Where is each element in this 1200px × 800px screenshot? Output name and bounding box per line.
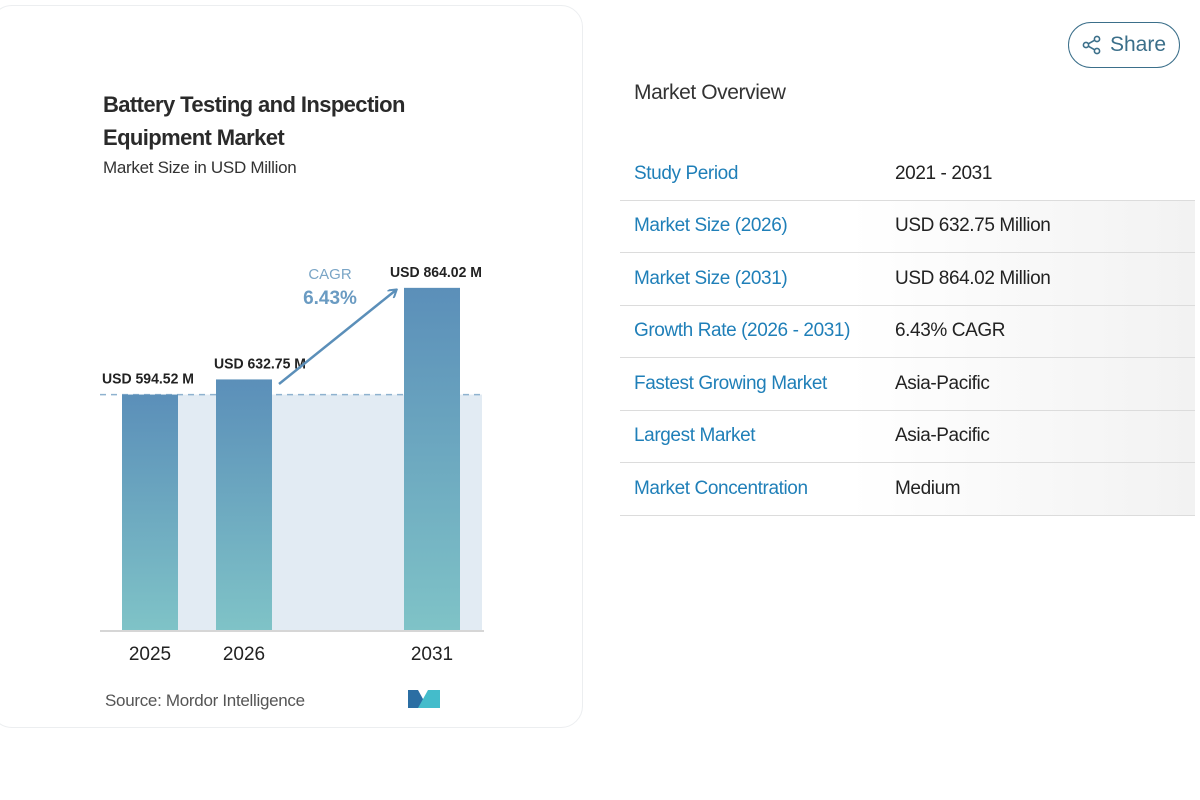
overview-value: 6.43% CAGR (895, 320, 1006, 342)
overview-value: USD 864.02 Million (895, 267, 1051, 289)
bar-2026 (216, 379, 272, 630)
overview-value: Asia-Pacific (895, 425, 990, 447)
overview-row: Market Size (2031) USD 864.02 Million (620, 253, 1195, 306)
chart-subtitle: Market Size in USD Million (103, 158, 297, 177)
overview-label[interactable]: Fastest Growing Market (634, 372, 827, 394)
data-label: USD 594.52 M (102, 372, 194, 388)
overview-row: Largest Market Asia-Pacific (620, 410, 1195, 463)
overview-value: USD 632.75 Million (895, 215, 1051, 237)
overview-label[interactable]: Largest Market (634, 425, 756, 447)
cagr-label: CAGR (308, 266, 352, 283)
x-tick-label: 2026 (223, 644, 265, 665)
cagr-arrow (278, 290, 396, 385)
chart-title-line1: Battery Testing and Inspection (103, 92, 405, 117)
overview-title: Market Overview (634, 81, 786, 104)
overview-row: Market Size (2026) USD 632.75 Million (620, 200, 1195, 253)
share-icon (1082, 35, 1101, 55)
overview-row: Growth Rate (2026 - 2031) 6.43% CAGR (620, 305, 1195, 358)
data-label: USD 864.02 M (390, 265, 482, 281)
overview-row: Market Concentration Medium (620, 463, 1195, 516)
chart-title-line2: Equipment Market (103, 125, 285, 150)
chart-title: Battery Testing and Inspection Equipment … (103, 88, 405, 154)
overview-label[interactable]: Growth Rate (2026 - 2031) (634, 320, 851, 342)
bar-2025 (122, 394, 178, 630)
overview-row: Study Period 2021 - 2031 (620, 148, 1195, 201)
bar-2031 (404, 287, 460, 630)
mordor-logo (408, 690, 440, 708)
overview-table: Study Period 2021 - 2031 Market Size (2026… (620, 148, 1195, 516)
bar-chart: USD 594.52 M 2025 USD 632.75 M 2026 USD 864.… (100, 265, 484, 708)
overview-row: Fastest Growing Market Asia-Pacific (620, 358, 1195, 411)
x-tick-label: 2025 (129, 644, 171, 665)
overview-label[interactable]: Market Size (2026) (634, 215, 788, 237)
share-label: Share (1109, 33, 1167, 56)
data-label: USD 632.75 M (214, 356, 306, 372)
share-button[interactable]: Share (1068, 22, 1180, 68)
overview-label[interactable]: Study Period (634, 162, 738, 184)
overview-label[interactable]: Market Concentration (634, 477, 808, 499)
overview-value: 2021 - 2031 (895, 162, 993, 184)
overview-label[interactable]: Market Size (2031) (634, 267, 788, 289)
source-note: Source: Mordor Intelligence (105, 691, 305, 710)
x-tick-label: 2031 (411, 644, 453, 665)
overview-value: Asia-Pacific (895, 372, 990, 394)
overview-value: Medium (895, 477, 961, 499)
cagr-value: 6.43% (303, 288, 357, 309)
